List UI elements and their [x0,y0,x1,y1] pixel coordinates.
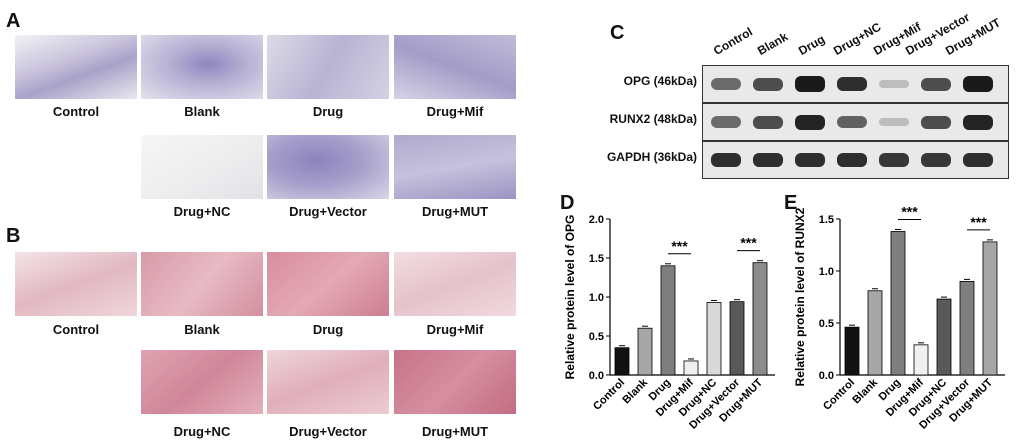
y-tick-label: 0.0 [589,370,604,382]
blot-band [795,114,825,130]
bar [683,360,699,376]
x-tick-label: Control [591,377,627,413]
blot-band [753,152,783,168]
stain-caption: Drug+MUT [421,204,489,219]
blot-band [837,116,867,128]
blot-row-label: GAPDH (36kDa) [606,150,697,164]
panel-label-b: B [6,225,21,247]
stain-caption: Blank [184,104,220,119]
stain-caption: Drug+MUT [421,424,489,439]
stain-image-b-drug-mif [394,252,516,316]
bar [936,298,952,376]
blot-band [795,76,825,92]
x-tick-label: Blank [620,376,650,406]
stain-image-b-control [15,252,137,316]
stain-image-a-drug-mut [394,135,516,199]
y-tick-label: 1.0 [819,266,834,278]
bar-chart-opg: Relative protein level of OPG 0.0 0.5 1.0 1.… [563,214,775,432]
x-tick-label: Blank [850,376,880,406]
blot-band [711,152,741,168]
y-tick-label: 1.5 [589,253,604,265]
y-axis-label: Relative protein level of OPG [563,215,577,380]
blot-band [921,153,951,167]
y-tick-label: 0.0 [819,370,834,382]
bar [637,327,653,376]
stain-image-b-blank [141,252,263,316]
stain-image-a-control [15,35,137,99]
stain-image-a-drug-mif [394,35,516,99]
blot-row-label: RUNX2 (48kDa) [609,112,697,126]
y-tick-label: 0.5 [819,318,834,330]
blot-band [921,115,951,129]
stain-caption: Drug+Vector [289,424,367,439]
significance-marker: *** [970,214,987,230]
bar [982,241,998,376]
stain-image-a-blank [141,35,263,99]
y-tick-label: 0.5 [589,331,604,343]
blot-row-label: OPG (46kDa) [623,74,697,88]
y-tick-label: 2.0 [589,214,604,226]
bar [660,265,676,376]
bar [729,301,745,376]
bar [706,302,722,376]
y-axis-label: Relative protein level of RUNX2 [793,207,807,386]
panel-label-e: E [784,192,798,214]
bar [890,231,906,376]
blot-strip-opg [702,65,1009,103]
panel-label-d: D [560,192,575,214]
bar [752,262,768,376]
blot-lane-label: Drug [796,31,828,58]
blot-band [879,80,909,88]
stain-image-a-drug-vector [267,135,389,199]
blot-band [711,78,741,90]
panel-label-c: C [610,22,625,44]
blot-band [753,115,783,129]
stain-caption: Control [52,104,100,119]
bar [913,344,929,376]
blot-band [921,77,951,91]
blot-band [795,152,825,168]
significance-marker: *** [671,238,688,254]
blot-strip-gapdh [702,141,1009,179]
x-tick-label: Control [821,377,857,413]
stain-caption: Drug+NC [173,204,231,219]
bar [614,347,630,376]
stain-caption: Drug+Mif [426,104,484,119]
stain-caption: Drug [312,104,344,119]
stain-image-b-drug-nc [141,350,263,414]
bar [844,326,860,376]
stain-caption: Blank [184,322,220,337]
stain-caption: Drug+Mif [426,322,484,337]
blot-band [753,77,783,91]
stain-caption: Drug+Vector [289,204,367,219]
stain-caption: Control [52,322,100,337]
blot-band [837,76,867,92]
bar [867,290,883,376]
blot-lane-label: Blank [755,29,791,58]
y-tick-label: 1.0 [589,292,604,304]
blot-band [963,76,993,92]
stain-image-a-drug [267,35,389,99]
stain-image-b-drug-vector [267,350,389,414]
bar [959,281,975,376]
blot-band [879,118,909,126]
stain-caption: Drug+NC [173,424,231,439]
blot-band [879,153,909,167]
blot-band [711,116,741,128]
stain-image-b-drug [267,252,389,316]
stain-image-b-drug-mut [394,350,516,414]
blot-band [837,152,867,168]
panel-label-a: A [6,10,21,32]
blot-strip-runx2 [702,103,1009,141]
stain-caption: Drug [312,322,344,337]
blot-band [963,114,993,130]
significance-marker: *** [901,205,918,219]
blot-lane-label: Control [711,24,755,58]
blot-band [963,152,993,168]
significance-marker: *** [740,235,757,251]
y-tick-label: 1.5 [819,214,834,226]
bar-chart-runx2: Relative protein level of RUNX2 0.0 0.5 1.0… [793,205,1005,432]
stain-image-a-drug-nc [141,135,263,199]
